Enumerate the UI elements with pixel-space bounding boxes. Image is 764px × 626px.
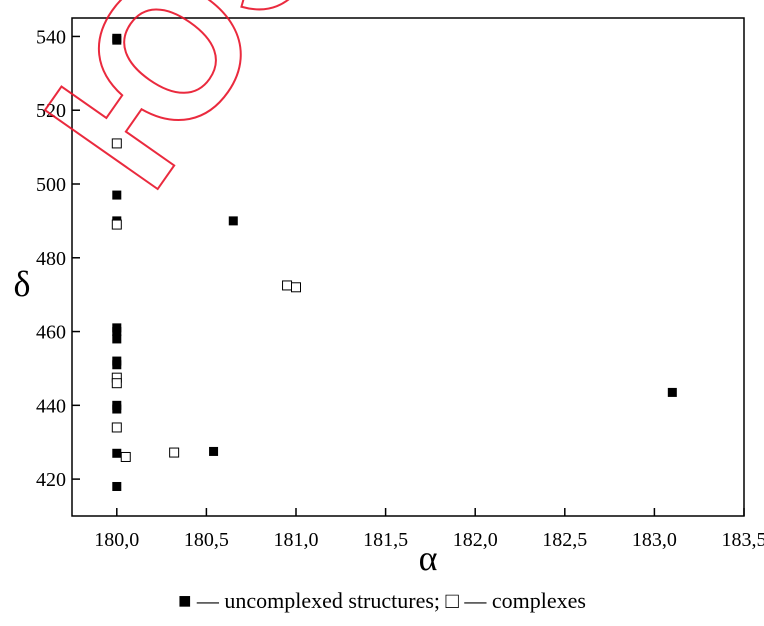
legend-filled-square-icon: ■ bbox=[178, 588, 192, 613]
complex-point bbox=[282, 280, 293, 291]
y-tick-label: 540 bbox=[36, 26, 66, 48]
y-tick-label: 480 bbox=[36, 248, 66, 270]
uncomplexed-point bbox=[667, 387, 677, 397]
complex-point bbox=[291, 282, 301, 293]
x-tick-label: 182,5 bbox=[542, 529, 587, 551]
y-tick-label: 420 bbox=[36, 469, 66, 491]
uncomplexed-point bbox=[112, 448, 122, 458]
complex-point bbox=[169, 447, 180, 458]
y-axis-label: δ bbox=[14, 264, 31, 304]
x-tick-label: 183,5 bbox=[722, 529, 764, 551]
legend-complexes-label: complexes bbox=[491, 588, 586, 613]
legend: ■ — uncomplexed structures; □ — complexe… bbox=[0, 588, 764, 614]
uncomplexed-point bbox=[112, 404, 122, 414]
y-tick-label: 460 bbox=[36, 322, 66, 344]
y-tick-label: 440 bbox=[36, 395, 66, 417]
y-tick-label: 520 bbox=[36, 100, 66, 122]
x-tick-label: 182,0 bbox=[453, 529, 498, 551]
uncomplexed-point bbox=[112, 360, 122, 370]
x-tick-label: 180,5 bbox=[184, 529, 229, 551]
x-axis: 180,0 180,5 181,0 181,5 182,0 182,5 183,0 183,5 bbox=[94, 508, 764, 551]
uncomplexed-point bbox=[112, 327, 122, 337]
legend-dash: — bbox=[464, 588, 487, 613]
x-tick-label: 181,0 bbox=[274, 529, 319, 551]
complex-point bbox=[111, 138, 122, 149]
complex-point bbox=[111, 219, 122, 230]
y-axis: 420 440 460 480 500 520 540 bbox=[36, 26, 80, 491]
x-axis-label: α bbox=[419, 538, 438, 578]
legend-open-square-icon: □ bbox=[445, 588, 459, 613]
x-tick-label: 181,5 bbox=[363, 529, 408, 551]
x-tick-label: 180,0 bbox=[94, 529, 139, 551]
uncomplexed-point bbox=[112, 190, 122, 200]
uncomplexed-point bbox=[112, 334, 122, 344]
uncomplexed-point bbox=[112, 481, 122, 491]
data-points bbox=[111, 33, 677, 491]
x-tick-label: 183,0 bbox=[632, 529, 677, 551]
uncomplexed-point bbox=[228, 216, 238, 226]
uncomplexed-point bbox=[209, 446, 219, 456]
complex-point bbox=[111, 378, 122, 389]
plot-area bbox=[71, 17, 745, 517]
legend-dash: — bbox=[196, 588, 219, 613]
complex-point bbox=[120, 451, 131, 462]
uncomplexed-point bbox=[112, 33, 122, 43]
legend-uncomplexed-label: uncomplexed structures; bbox=[224, 588, 441, 613]
complex-point bbox=[111, 422, 122, 433]
y-tick-label: 500 bbox=[36, 174, 66, 196]
